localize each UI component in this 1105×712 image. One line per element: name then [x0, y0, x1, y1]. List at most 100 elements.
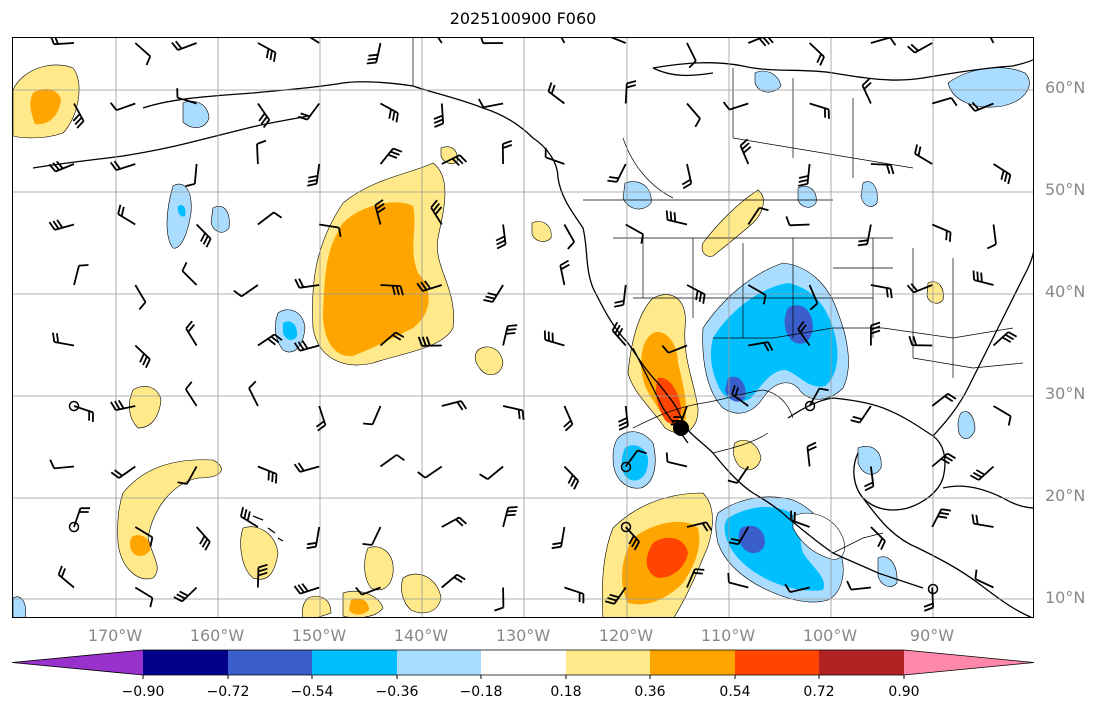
- wind-barb: [686, 568, 705, 588]
- wind-barb: [785, 216, 810, 227]
- wind-barb: [248, 380, 259, 407]
- colorbar-segment: [566, 650, 650, 675]
- contour-negative: [947, 67, 1030, 108]
- contour-negative: [754, 70, 782, 93]
- colorbar-tick-label: −0.54: [290, 684, 334, 700]
- wind-barb: [257, 333, 283, 347]
- colorbar-segment: [397, 650, 481, 675]
- wind-barb: [547, 82, 565, 105]
- wind-barb: [379, 331, 405, 347]
- wind-barb: [728, 526, 750, 546]
- wind-barb: [494, 587, 505, 612]
- contour-negative: [210, 206, 230, 233]
- contour-negative: [725, 376, 746, 402]
- colorbar-tick-label: −0.72: [206, 684, 250, 700]
- wind-barb: [437, 38, 443, 44]
- contour-negative: [182, 100, 210, 128]
- wind-barb: [992, 331, 1018, 347]
- wind-barb: [618, 405, 629, 431]
- wind-barb: [931, 97, 958, 107]
- wind-barb: [864, 466, 875, 492]
- wind-barb: [307, 163, 321, 187]
- map-canvas: [13, 38, 1033, 617]
- colorbar-segment: [143, 650, 228, 675]
- contour-positive: [701, 189, 764, 257]
- contour-positive: [323, 202, 429, 357]
- wind-barb: [731, 385, 749, 407]
- wind-barb: [560, 38, 566, 44]
- wind-barb: [870, 163, 895, 175]
- wind-barb: [171, 40, 197, 51]
- wind-barb: [857, 224, 872, 247]
- wind-barb: [971, 514, 994, 528]
- wind-barb: [257, 42, 277, 62]
- wind-barb: [240, 506, 259, 528]
- wind-barb: [908, 335, 933, 347]
- colorbar-segment: [819, 650, 904, 675]
- contour-positive: [349, 598, 369, 615]
- contour-positive: [926, 281, 944, 304]
- wind-barb: [257, 211, 283, 226]
- contour-positive: [733, 439, 762, 471]
- wind-barb: [968, 101, 994, 112]
- wind-barb: [502, 506, 518, 528]
- wind-barb: [50, 38, 75, 46]
- colorbar-tick-label: 0.54: [719, 684, 751, 700]
- colorbar: [11, 649, 1035, 679]
- wind-barb: [298, 102, 320, 121]
- wind-barb: [806, 441, 817, 467]
- wind-barb: [797, 320, 811, 347]
- wind-barb: [233, 284, 259, 298]
- wind-barb: [604, 586, 627, 605]
- wind-barb: [722, 101, 749, 111]
- wind-barb: [747, 206, 769, 225]
- wind-barb: [563, 405, 574, 432]
- wind-barb: [907, 42, 933, 54]
- contour-negative: [784, 305, 813, 344]
- wind-barb: [380, 284, 404, 296]
- wind-barb: [417, 336, 442, 347]
- wind-barb: [72, 103, 85, 129]
- contour-positive: [401, 573, 442, 614]
- wind-barb: [748, 341, 774, 352]
- wind-barb: [931, 223, 952, 242]
- wind-barb: [665, 210, 688, 226]
- wind-barb: [931, 452, 956, 468]
- wind-barb: [906, 283, 933, 294]
- wind-barb: [433, 103, 445, 128]
- wind-barb: [185, 381, 198, 407]
- wind-barb: [972, 270, 994, 286]
- wind-barb: [665, 452, 688, 468]
- wind-barb: [625, 526, 640, 551]
- map-panel[interactable]: [12, 37, 1034, 618]
- wind-barb: [993, 163, 1012, 185]
- wind-barb: [73, 507, 91, 528]
- wind-barb: [610, 38, 627, 44]
- wind-barb: [315, 405, 327, 432]
- wind-barb: [563, 224, 575, 250]
- wind-barb: [441, 516, 467, 528]
- wind-barb: [727, 465, 750, 484]
- wind-barb: [625, 223, 644, 244]
- wind-barb: [564, 586, 585, 604]
- wind-barb: [551, 526, 566, 550]
- wind-barb: [870, 284, 893, 299]
- colorbar-tick-label: 0.90: [888, 684, 920, 700]
- wind-barb: [134, 344, 151, 369]
- wind-barb: [110, 465, 136, 479]
- contour-positive: [364, 546, 394, 591]
- wind-barb: [441, 400, 468, 411]
- wind-barb: [293, 583, 320, 595]
- wind-barb: [134, 284, 147, 310]
- wind-barb: [846, 580, 871, 591]
- colorbar-segment: [228, 650, 312, 675]
- wind-barb: [850, 405, 872, 424]
- wind-barb: [117, 204, 136, 226]
- wind-barb: [808, 42, 825, 66]
- colorbar-segments: [11, 649, 1035, 676]
- colorbar-segment: [904, 650, 1034, 675]
- contour-positive: [129, 535, 151, 556]
- wind-barb: [379, 454, 405, 468]
- wind-barb: [257, 465, 278, 484]
- wind-barb: [48, 160, 75, 173]
